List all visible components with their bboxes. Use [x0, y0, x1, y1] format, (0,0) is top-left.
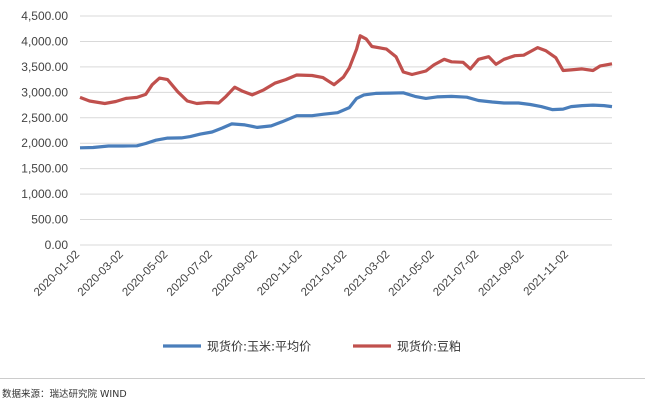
legend-label: 现货价:玉米:平均价 [207, 339, 311, 354]
x-tick-label: 2021-11-02 [522, 249, 571, 298]
y-tick-label: 0.00 [45, 238, 69, 252]
x-tick-label: 2021-03-02 [342, 249, 392, 299]
x-tick-label: 2021-05-02 [387, 249, 437, 299]
y-tick-label: 4,000.00 [21, 34, 68, 48]
grid-lines [80, 15, 612, 246]
x-tick-label: 2021-09-02 [476, 249, 526, 299]
legend-label: 现货价:豆粕 [397, 339, 461, 354]
y-tick-label: 1,000.00 [21, 187, 68, 201]
line-chart: 0.00 500.00 1,000.00 1,500.00 2,000.00 2,500.… [21, 9, 613, 354]
x-tick-label: 2020-09-02 [210, 249, 260, 299]
series-lines [79, 34, 613, 150]
x-tick-label: 2021-01-02 [299, 249, 349, 299]
data-source-note: 数据来源：瑞达研究院 WIND [2, 389, 127, 400]
x-tick-label: 2020-05-02 [120, 249, 170, 299]
legend: 现货价:玉米:平均价 现货价:豆粕 [163, 339, 461, 354]
x-tick-label: 2020-01-02 [32, 249, 82, 299]
y-tick-label: 3,500.00 [21, 60, 68, 74]
y-tick-label: 2,000.00 [21, 136, 68, 150]
x-tick-label: 2020-03-02 [76, 249, 126, 299]
x-tick-label: 2020-11-02 [255, 249, 304, 298]
y-axis-ticks: 0.00 500.00 1,000.00 1,500.00 2,000.00 2,500.… [21, 9, 68, 252]
x-tick-label: 2021-07-02 [431, 249, 481, 299]
footer-divider [0, 378, 645, 379]
x-axis-ticks: 2020-01-022020-03-022020-05-022020-07-02… [32, 249, 571, 299]
corn-price-line [79, 91, 613, 150]
y-tick-label: 500.00 [31, 213, 68, 227]
y-tick-label: 4,500.00 [21, 9, 68, 23]
y-tick-label: 3,000.00 [21, 85, 68, 99]
y-tick-label: 2,500.00 [21, 111, 68, 125]
soymeal-price-line [79, 34, 613, 106]
y-tick-label: 1,500.00 [21, 162, 68, 176]
x-tick-label: 2020-07-02 [165, 249, 215, 299]
